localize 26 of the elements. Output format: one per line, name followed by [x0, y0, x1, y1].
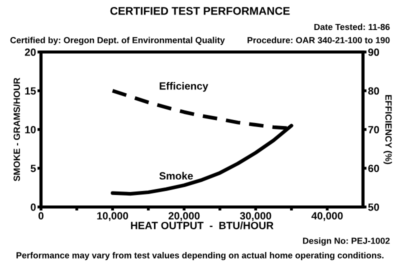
x-tick-label: 10,000 [97, 212, 128, 221]
y2-tick-label: 50 [368, 203, 380, 211]
x-tick-label: 0 [38, 212, 44, 220]
text: Performance may vary from test values depending on actual home operating conditions. [16, 252, 384, 260]
text: Certified by: Oregon Dept. of Environmental Quality [10, 36, 225, 46]
x-axis-title: HEAT OUTPUT - BTU/HOUR [131, 222, 274, 230]
series-label: Efficiency [160, 82, 208, 92]
y2-tick-label: 80 [368, 87, 380, 95]
series-label: Smoke [159, 172, 193, 180]
x-tick-label: 30,000 [240, 212, 272, 221]
y-axis-title: SMOKE - GRAMS/HOUR [13, 78, 20, 182]
y-tick-label: 5 [30, 164, 36, 172]
chart-title: CERTIFIED TEST PERFORMANCE [110, 6, 290, 15]
y2-tick-label: 60 [368, 164, 380, 172]
text: Date Tested: 11-86 [314, 24, 390, 30]
y-tick-label: 15 [25, 87, 36, 95]
text: Design No: PEJ-1002 [303, 237, 390, 246]
x-tick-label: 40,000 [311, 212, 343, 221]
y2-tick-label: 70 [368, 126, 380, 134]
y2-axis-title: EFFICIENCY (%) [384, 95, 392, 164]
y-tick-label: 20 [24, 48, 36, 56]
y-tick-label: 10 [25, 126, 36, 134]
x-tick-label: 20,000 [168, 212, 200, 221]
y-tick-label: 0 [30, 203, 36, 211]
text: Procedure: OAR 340-21-100 to 190 [248, 36, 390, 44]
y2-tick-label: 90 [368, 48, 380, 56]
